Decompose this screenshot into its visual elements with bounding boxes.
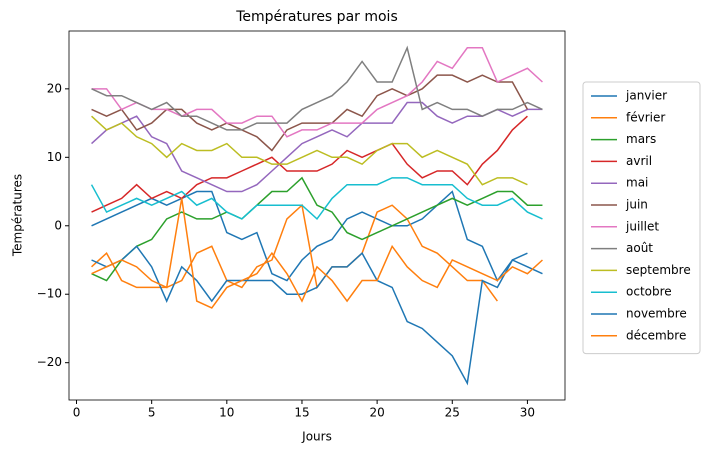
- data-line: [91, 203, 498, 302]
- data-line: [90, 177, 543, 221]
- legend-label: février: [626, 110, 665, 124]
- data-line: [91, 245, 528, 386]
- plot-frame: [68, 30, 566, 401]
- chart-title: Températures par mois: [235, 9, 398, 25]
- x-tick-label: 5: [148, 406, 156, 420]
- x-tick-label: 10: [219, 406, 234, 420]
- legend-label: mars: [626, 132, 656, 146]
- legend-label: octobre: [626, 285, 672, 299]
- data-line: [91, 47, 543, 138]
- legend-label: décembre: [626, 328, 686, 342]
- legend-label: septembre: [626, 263, 691, 277]
- legend-label: janvier: [625, 89, 667, 103]
- x-tick-label: 25: [445, 406, 460, 420]
- y-tick-label: 10: [47, 150, 62, 164]
- legend-label: juillet: [625, 219, 659, 233]
- y-tick-label: 20: [47, 81, 62, 95]
- legend-label: avril: [626, 154, 652, 168]
- x-tick-label: 30: [520, 406, 535, 420]
- y-tick-label: 0: [54, 218, 62, 232]
- legend-label: août: [626, 241, 653, 255]
- data-line: [91, 115, 528, 213]
- y-axis-label: Températures: [11, 174, 25, 257]
- legend-box: [582, 81, 701, 355]
- legend-label: juin: [625, 198, 648, 212]
- y-tick-label: −20: [37, 355, 62, 369]
- legend-label: novembre: [626, 307, 687, 321]
- data-line: [91, 190, 543, 283]
- data-line: [91, 115, 528, 186]
- x-tick-label: 20: [369, 406, 384, 420]
- data-line: [91, 101, 543, 193]
- data-line: [91, 198, 543, 309]
- legend-label: mai: [626, 176, 648, 190]
- x-tick-label: 15: [294, 406, 309, 420]
- x-tick-label: 0: [73, 406, 81, 420]
- data-line: [91, 45, 543, 131]
- data-line: [91, 74, 529, 152]
- x-axis-label: Jours: [301, 430, 332, 444]
- data-line: [91, 176, 543, 282]
- y-tick-label: −10: [37, 287, 62, 301]
